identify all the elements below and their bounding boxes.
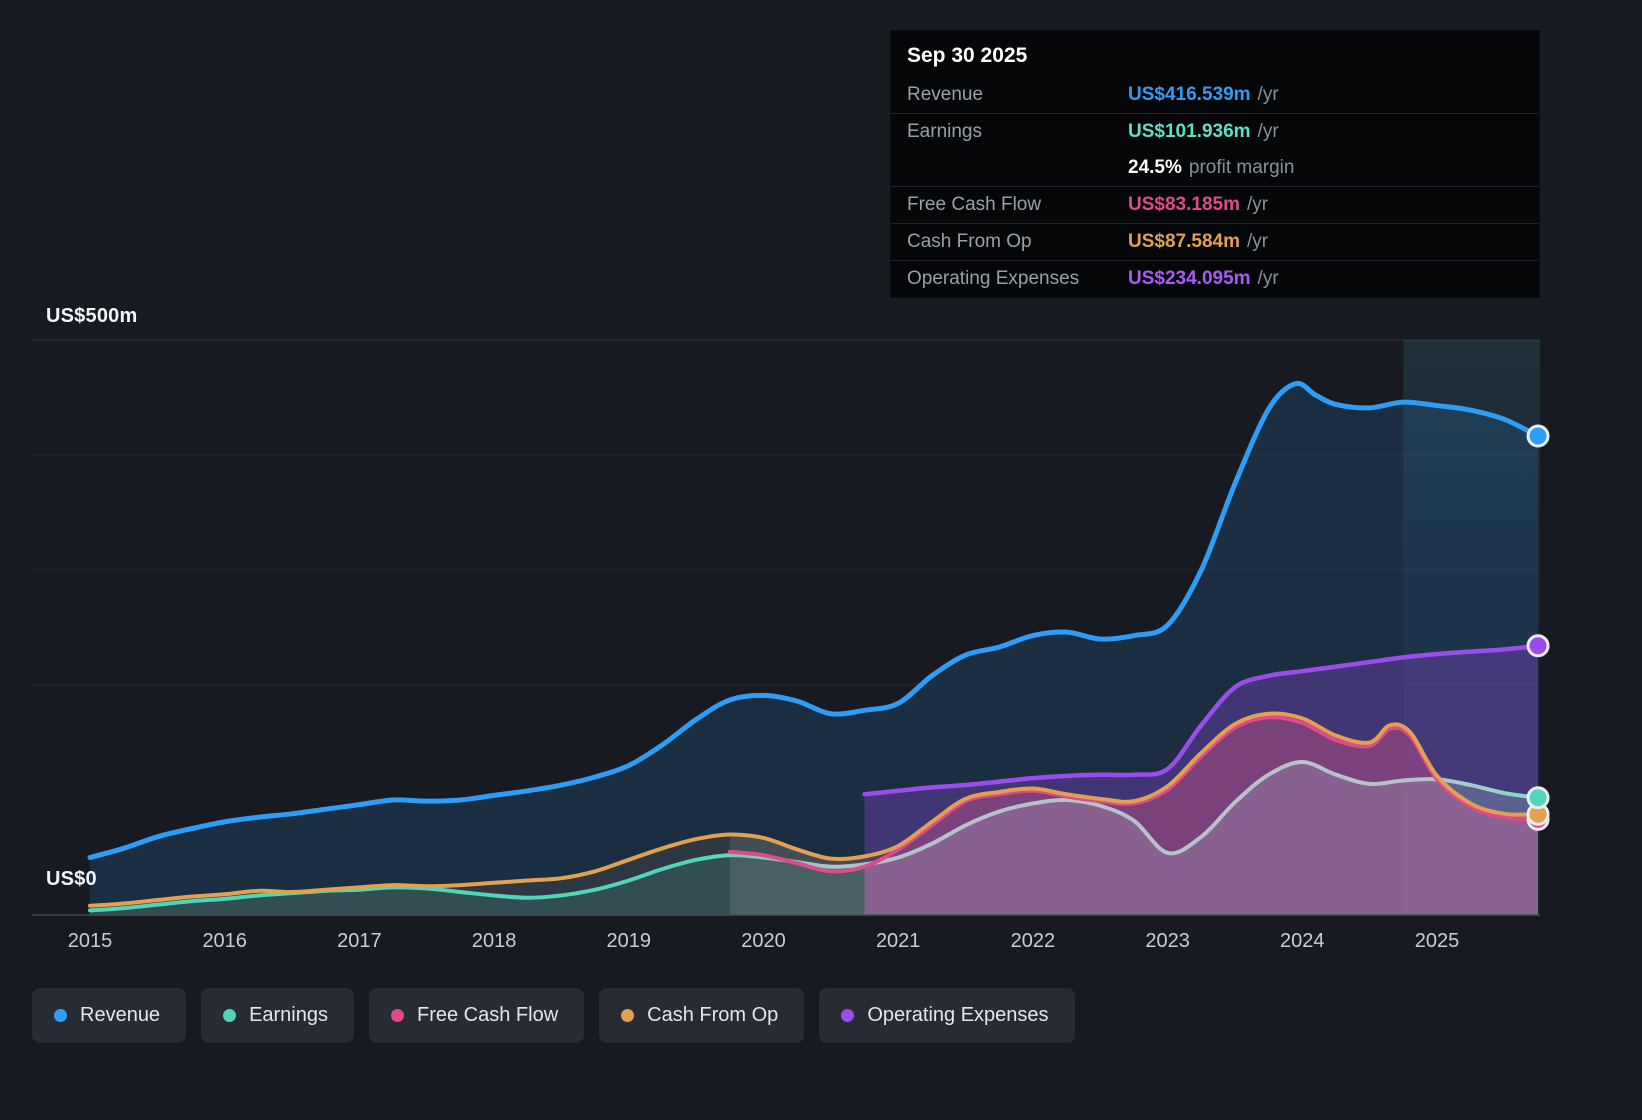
x-tick-2023: 2023 (1145, 930, 1190, 952)
x-tick-2018: 2018 (471, 930, 517, 952)
tooltip-row-value: US$83.185m (1128, 194, 1240, 215)
y-axis-label-zero: US$0 (46, 868, 97, 890)
x-tick-2025: 2025 (1414, 930, 1460, 952)
tooltip-row-suffix: /yr (1257, 84, 1279, 105)
legend-item-earnings[interactable]: Earnings (201, 988, 354, 1043)
legend-item-revenue[interactable]: Revenue (32, 988, 187, 1043)
legend-dot-free-cash-flow (391, 1009, 404, 1022)
tooltip-row-label: Cash From Op (907, 231, 1032, 252)
legend-label: Operating Expenses (867, 1004, 1049, 1026)
x-tick-2022: 2022 (1010, 930, 1056, 952)
x-tick-2024: 2024 (1280, 930, 1325, 952)
operating-expenses-area (864, 645, 1539, 915)
x-axis: 2015 2016 2017 2018 2019 2020 2021 2022 2023 2024… (0, 930, 1642, 960)
legend-label: Revenue (80, 1004, 161, 1026)
tooltip-row-suffix: profit margin (1188, 157, 1295, 178)
tooltip-date: Sep 30 2025 (907, 44, 1028, 67)
legend-dot-operating-expenses (841, 1009, 855, 1022)
tooltip-row-earnings: Earnings US$101.936m/yr (891, 113, 1539, 150)
tooltip-row-label: Operating Expenses (907, 268, 1080, 289)
legend-label: Free Cash Flow (417, 1004, 559, 1026)
legend-dot-cash-from-op (621, 1009, 635, 1022)
tooltip-row-free-cash-flow: Free Cash Flow US$83.185m/yr (891, 186, 1539, 223)
legend-item-free-cash-flow[interactable]: Free Cash Flow (369, 988, 585, 1043)
tooltip-row-suffix: /yr (1257, 268, 1279, 289)
tooltip-row-value: US$416.539m (1128, 84, 1251, 105)
free-cash-flow-area (864, 717, 1539, 915)
tooltip-row-label: Earnings (907, 121, 982, 142)
legend-label: Cash From Op (647, 1004, 779, 1026)
legend-item-operating-expenses[interactable]: Operating Expenses (819, 988, 1075, 1043)
data-tooltip: Sep 30 2025 Revenue US$416.539m/yr Earning… (890, 30, 1540, 298)
revenue-end-marker (1526, 424, 1550, 448)
legend-dot-earnings (223, 1009, 237, 1022)
cash-from-op-line (88, 711, 1541, 908)
tooltip-rows: Revenue US$416.539m/yr Earnings US$101.936m… (891, 77, 1539, 297)
tooltip-row-suffix: /yr (1246, 231, 1269, 252)
tooltip-row-value: US$234.095m (1128, 268, 1251, 289)
legend-item-cash-from-op[interactable]: Cash From Op (599, 988, 805, 1043)
operating-expenses-end-marker (1526, 634, 1550, 658)
y-axis-label-max: US$500m (46, 305, 138, 327)
tooltip-row-profit-margin: 24.5% profit margin (891, 150, 1539, 186)
legend-dot-revenue (54, 1009, 67, 1022)
earnings-area (90, 762, 1539, 915)
operating-expenses-line (862, 643, 1541, 797)
tooltip-row-value: US$87.584m (1128, 231, 1240, 252)
legend-label: Earnings (249, 1004, 328, 1026)
tooltip-row-suffix: /yr (1257, 121, 1279, 142)
tooltip-row-value: US$101.936m (1128, 121, 1251, 142)
x-tick-2017: 2017 (337, 930, 382, 952)
revenue-line (87, 380, 1541, 860)
tooltip-row-cash-from-op: Cash From Op US$87.584m/yr (891, 223, 1539, 260)
free-cash-flow-line (727, 715, 1541, 874)
x-tick-2021: 2021 (875, 930, 921, 952)
x-tick-2020: 2020 (741, 930, 786, 952)
tooltip-row-suffix: /yr (1246, 194, 1269, 215)
tooltip-row-label: Revenue (907, 84, 984, 105)
legend: Revenue Earnings Free Cash Flow Cash From O… (32, 988, 1075, 1043)
x-tick-2015: 2015 (67, 930, 113, 952)
earnings-end-marker (1526, 786, 1550, 810)
cash-from-op-area (90, 713, 1539, 915)
x-tick-2019: 2019 (606, 930, 652, 952)
tooltip-row-value: 24.5% (1128, 157, 1182, 178)
x-tick-2016: 2016 (202, 930, 247, 952)
tooltip-row-operating-expenses: Operating Expenses US$234.095m/yr (891, 260, 1539, 297)
tooltip-row-revenue: Revenue US$416.539m/yr (891, 77, 1539, 113)
tooltip-row-label: Free Cash Flow (907, 194, 1042, 215)
